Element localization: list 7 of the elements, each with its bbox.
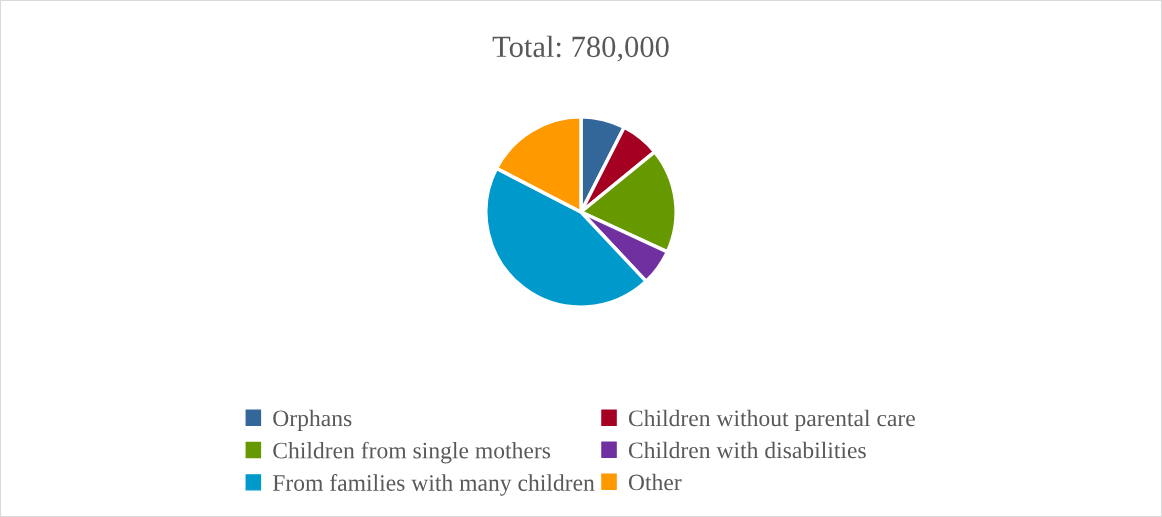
legend-label: Children without parental care (628, 409, 915, 432)
legend-label: Children with disabilities (628, 441, 866, 459)
legend-label: From families with many children (272, 474, 595, 496)
legend-label: Other (628, 473, 682, 491)
legend-label: Orphans (273, 409, 352, 432)
chart-title: Total: 780,000 (492, 35, 669, 62)
legend-label: Children from single mothers (273, 441, 551, 464)
